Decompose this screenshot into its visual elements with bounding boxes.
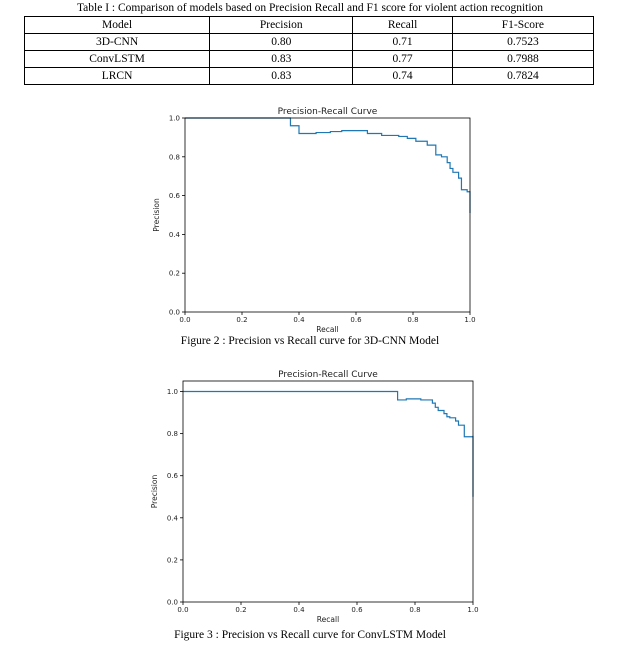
header-model: Model [23, 16, 211, 34]
y-tick-label: 0.0 [167, 599, 178, 607]
y-tick-label: 1.0 [167, 388, 178, 396]
chart-title: Precision-Recall Curve [278, 107, 378, 117]
table-row: ConvLSTM 0.83 0.77 0.7988 [23, 50, 595, 68]
cell-precision: 0.80 [209, 33, 354, 51]
cell-f1-score: 0.7988 [451, 50, 595, 68]
figure-2-pr-curve: Precision-Recall Curve 0.0 0.2 0.4 0.6 0.8 1.0… [140, 104, 490, 336]
x-tick-label: 0.0 [177, 606, 188, 614]
y-tick-label: 0.6 [167, 472, 179, 480]
cell-model: ConvLSTM [23, 50, 211, 68]
x-tick-label: 1.0 [467, 606, 478, 614]
pr-curve-chart-convlstm: Precision-Recall Curve 0.0 0.2 0.4 0.6 0.8 1.0… [150, 370, 479, 624]
header-f1-score: F1-Score [451, 16, 595, 34]
cell-f1-score: 0.7824 [451, 67, 595, 85]
figure-2-caption: Figure 2 : Precision vs Recall curve for… [180, 335, 440, 347]
y-tick-label: 0.2 [167, 556, 178, 564]
x-tick-label: 0.2 [236, 316, 247, 324]
y-axis-label: Precision [150, 475, 159, 509]
results-table: Model Precision Recall F1-Score 3D-CNN 0… [23, 16, 595, 85]
pr-curve-chart-3dcnn: Precision-Recall Curve 0.0 0.2 0.4 0.6 0.8 1.0… [152, 107, 476, 334]
cell-recall: 0.77 [352, 50, 453, 68]
figure-3-caption: Figure 3 : Precision vs Recall curve for… [174, 629, 446, 641]
x-tick-label: 0.4 [293, 606, 305, 614]
x-tick-label: 0.8 [407, 316, 418, 324]
y-tick-label: 0.6 [169, 192, 181, 200]
y-tick-label: 0.4 [167, 514, 179, 522]
header-recall: Recall [352, 16, 453, 34]
table-row: 3D-CNN 0.80 0.71 0.7523 [23, 33, 595, 51]
y-tick-label: 1.0 [169, 115, 180, 123]
y-tick-label: 0.8 [169, 153, 180, 161]
pr-curve-line [185, 117, 471, 214]
table-row: LRCN 0.83 0.74 0.7824 [23, 67, 595, 85]
x-axis-label: Recall [317, 615, 339, 624]
cell-model: 3D-CNN [23, 33, 211, 51]
table-caption: Table I : Comparison of models based on … [76, 2, 544, 14]
cell-recall: 0.71 [352, 33, 453, 51]
cell-model: LRCN [23, 67, 211, 85]
x-tick-label: 0.4 [293, 316, 305, 324]
cell-precision: 0.83 [209, 50, 354, 68]
y-tick-label: 0.4 [169, 231, 181, 239]
chart-title: Precision-Recall Curve [278, 370, 378, 380]
header-precision: Precision [209, 16, 354, 34]
x-tick-label: 0.0 [179, 316, 190, 324]
figure-3-pr-curve: Precision-Recall Curve 0.0 0.2 0.4 0.6 0.8 1.0… [140, 366, 490, 626]
x-tick-label: 0.2 [235, 606, 246, 614]
y-tick-label: 0.2 [169, 270, 180, 278]
x-tick-label: 0.6 [351, 606, 363, 614]
pr-curve-line [183, 390, 474, 497]
x-tick-label: 0.8 [409, 606, 420, 614]
y-tick-label: 0.8 [167, 430, 178, 438]
cell-f1-score: 0.7523 [451, 33, 595, 51]
x-tick-label: 1.0 [464, 316, 475, 324]
cell-recall: 0.74 [352, 67, 453, 85]
cell-precision: 0.83 [209, 67, 354, 85]
y-tick-label: 0.0 [169, 309, 180, 317]
plot-frame [184, 117, 471, 313]
x-axis-label: Recall [316, 325, 338, 334]
y-axis-label: Precision [152, 198, 161, 232]
table-header-row: Model Precision Recall F1-Score [23, 16, 595, 34]
plot-frame [182, 380, 474, 603]
x-tick-label: 0.6 [350, 316, 362, 324]
